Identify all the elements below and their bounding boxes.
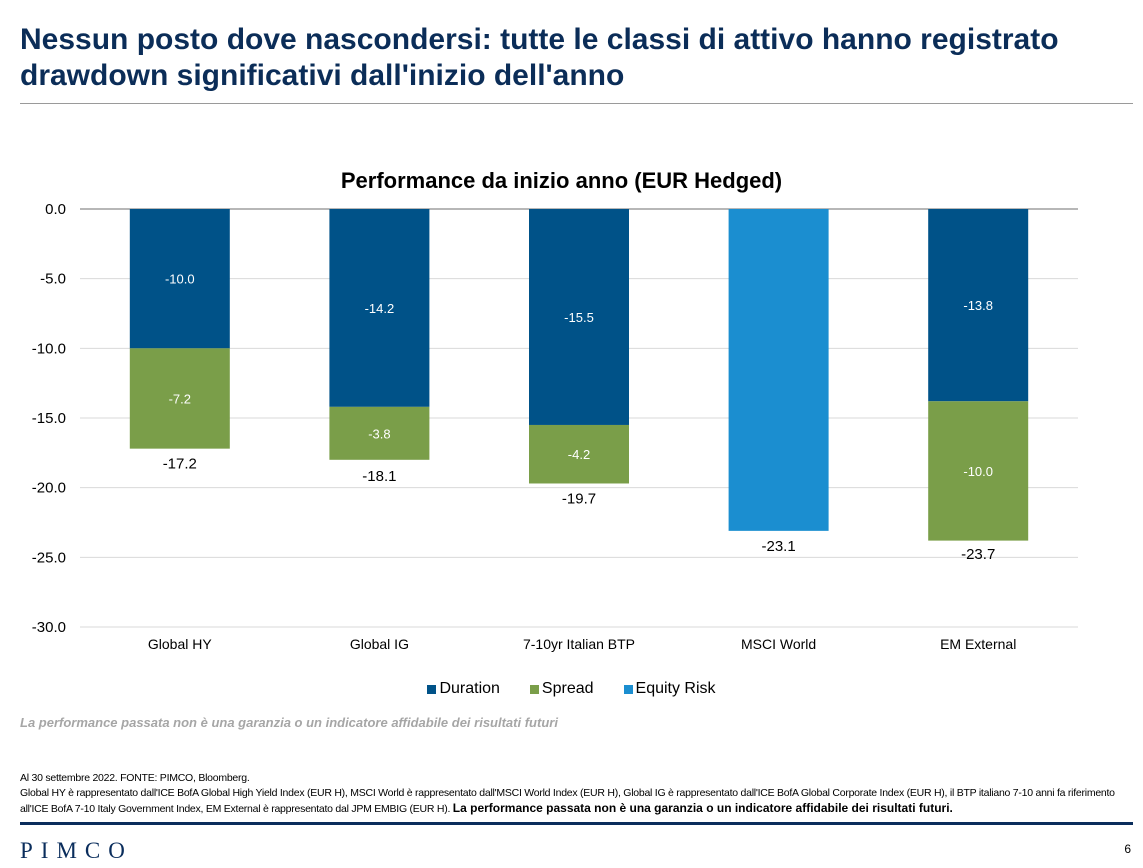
legend-label: Equity Risk — [635, 680, 716, 697]
bar-duration — [529, 209, 629, 425]
segment-value-label: -15.5 — [564, 310, 594, 325]
total-value-label: -23.7 — [961, 546, 995, 563]
pimco-logo: PIMCO — [20, 838, 133, 863]
y-tick-label: -5.0 — [40, 271, 66, 288]
chart-title: Performance da inizio anno (EUR Hedged) — [340, 168, 783, 193]
x-category-label: Global HY — [148, 636, 212, 652]
y-tick-label: -10.0 — [32, 340, 66, 357]
segment-value-label: -10.0 — [165, 272, 195, 287]
y-tick-label: -30.0 — [32, 619, 66, 636]
title-divider — [20, 103, 1133, 104]
x-category-label: Global IG — [350, 636, 409, 652]
footer-divider — [20, 822, 1133, 825]
legend-item-spread: Spread — [529, 680, 594, 698]
bar-duration — [329, 209, 430, 407]
bar-spread — [928, 401, 1029, 541]
source-line: Al 30 settembre 2022. FONTE: PIMCO, Bloo… — [20, 772, 250, 784]
bar-duration — [928, 209, 1029, 402]
total-value-label: -19.7 — [562, 490, 596, 507]
bar-spread — [329, 406, 430, 460]
segment-value-label: -10.0 — [963, 464, 993, 479]
bar-duration — [129, 209, 230, 349]
legend-swatch — [427, 684, 437, 694]
index-definitions-text: Global HY è rappresentato dall'ICE BofA … — [20, 787, 1115, 815]
legend-item-duration: Duration — [427, 680, 500, 698]
total-value-label: -23.1 — [761, 538, 795, 555]
legend-label: Duration — [439, 680, 500, 697]
x-category-label: EM External — [940, 636, 1016, 652]
legend-swatch — [529, 684, 539, 694]
y-tick-label: -20.0 — [32, 480, 66, 497]
bar-spread — [129, 348, 230, 449]
index-definitions: Global HY è rappresentato dall'ICE BofA … — [20, 786, 1132, 817]
bar-spread — [529, 424, 629, 484]
performance-disclaimer: La performance passata non è una garanzi… — [20, 715, 558, 730]
y-tick-label: 0.0 — [45, 201, 66, 218]
segment-value-label: -13.8 — [963, 298, 993, 313]
slide-title: Nessun posto dove nascondersi: tutte le … — [20, 23, 1059, 92]
chart-legend: Duration Spread Equity Risk — [0, 680, 1143, 698]
source-notes: Al 30 settembre 2022. FONTE: PIMCO, Bloo… — [20, 771, 1132, 817]
bar-equity-risk — [728, 209, 829, 531]
page-number: 6 — [1124, 842, 1131, 856]
segment-value-label: -3.8 — [368, 426, 390, 441]
y-tick-label: -15.0 — [32, 410, 66, 427]
segment-value-label: -7.2 — [169, 391, 191, 406]
notes-disclaimer: La performance passata non è una garanzi… — [452, 801, 953, 815]
bar-chart: 0.0 -5.0 -10.0 -15.0 -20.0 -25.0 -30.0 -10.0 -7.… — [32, 201, 1078, 652]
segment-value-label: -14.2 — [365, 301, 395, 316]
total-value-label: -18.1 — [362, 468, 396, 485]
y-tick-label: -25.0 — [32, 549, 66, 566]
x-category-label: MSCI World — [741, 636, 816, 652]
x-category-label: 7-10yr Italian BTP — [523, 636, 635, 652]
legend-label: Spread — [541, 680, 594, 697]
legend-swatch — [623, 684, 633, 694]
total-value-label: -17.2 — [163, 456, 197, 473]
legend-item-equity-risk: Equity Risk — [623, 680, 716, 698]
segment-value-label: -4.2 — [568, 447, 590, 462]
